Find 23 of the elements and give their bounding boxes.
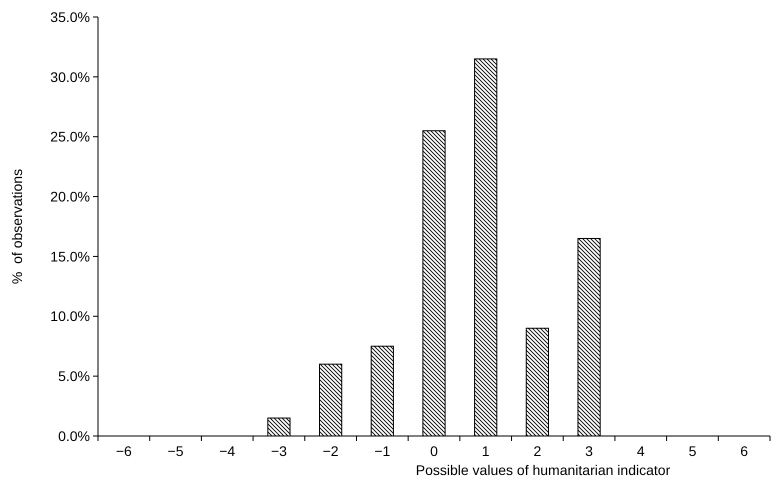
x-tick-label: 4 (636, 443, 645, 459)
y-tick-label: 35.0% (50, 8, 90, 25)
x-tick-label: −1 (374, 443, 390, 459)
y-tick-label: 0.0% (58, 428, 90, 444)
y-tick-label: 15.0% (50, 248, 90, 264)
x-tick-label: 5 (688, 443, 697, 459)
x-tick-label: 3 (585, 443, 594, 459)
y-axis-title: % of observations (9, 168, 25, 284)
x-axis-title: Possible values of humanitarian indicator (416, 462, 671, 478)
x-tick-label: 0 (430, 443, 438, 459)
x-tick-label: 2 (533, 443, 542, 459)
y-tick-label: 25.0% (50, 128, 90, 145)
x-tick-label: −4 (219, 443, 236, 459)
y-tick-label: 30.0% (50, 68, 90, 85)
y-tick-label: 20.0% (50, 188, 90, 204)
x-tick-label: 1 (482, 443, 490, 459)
x-tick-label: −5 (168, 443, 184, 459)
x-tick-label: −2 (322, 443, 339, 459)
x-tick-label: −6 (116, 443, 132, 459)
y-tick-label: 5.0% (58, 368, 90, 384)
x-tick-label: −3 (270, 443, 288, 459)
y-tick-label: 10.0% (50, 308, 90, 324)
x-tick-label: 6 (740, 443, 748, 459)
